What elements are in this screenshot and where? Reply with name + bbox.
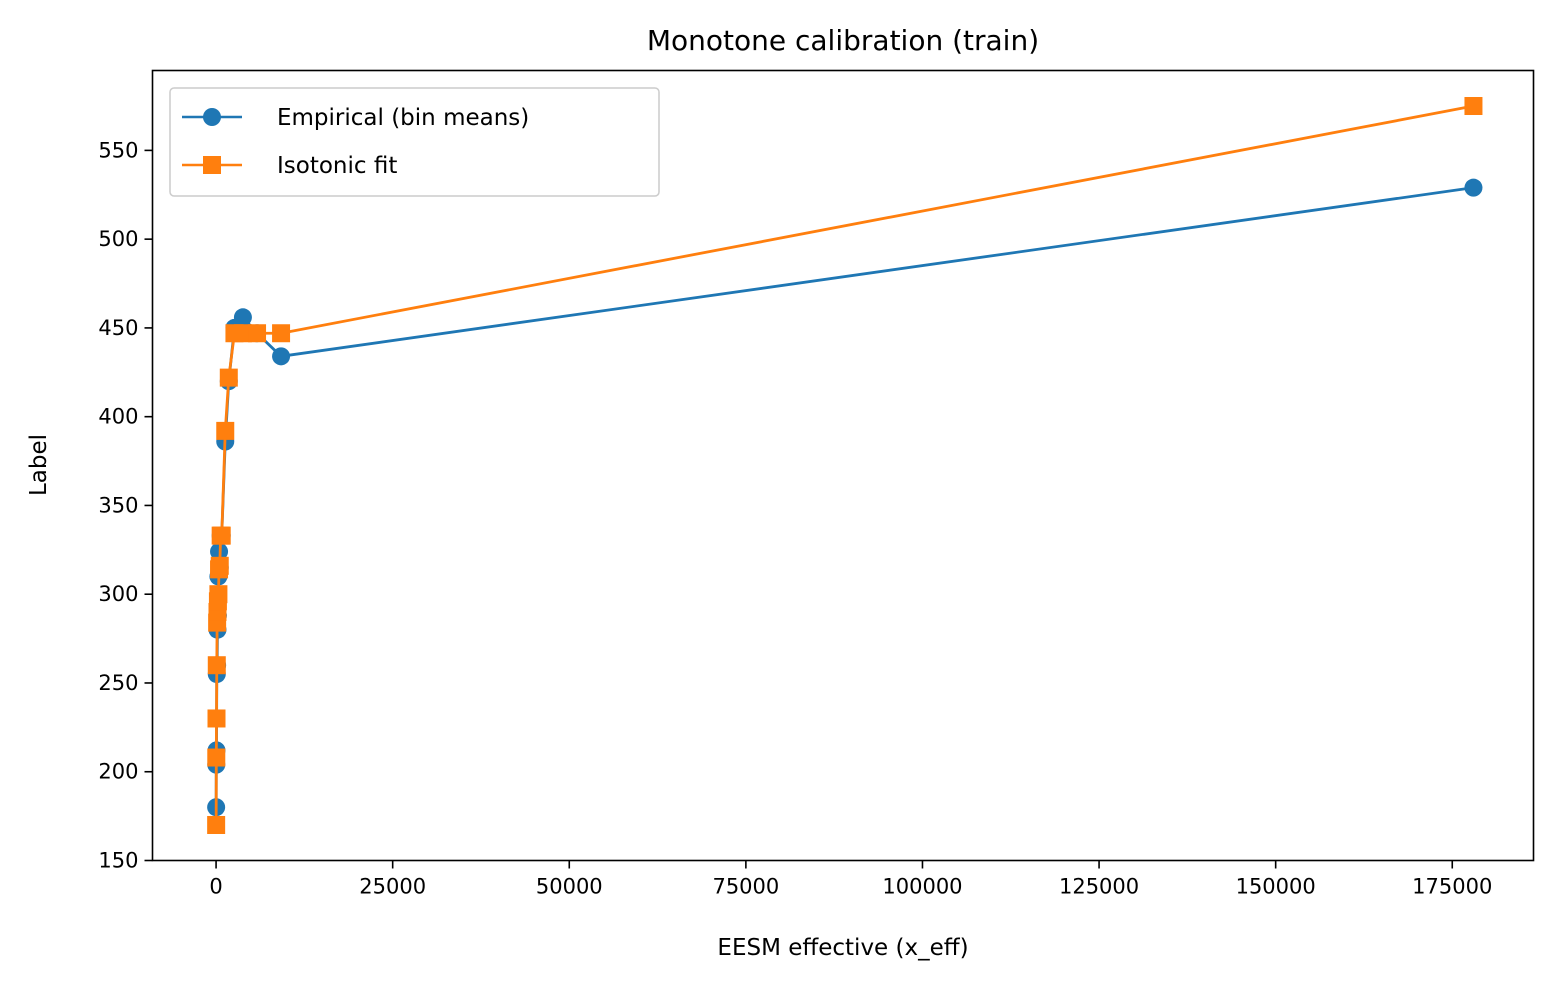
y-tick-label: 250 xyxy=(98,671,138,695)
y-tick-label: 300 xyxy=(98,582,138,606)
x-tick-label: 0 xyxy=(209,875,222,899)
data-point-empirical xyxy=(1464,178,1483,197)
data-point-isotonic xyxy=(216,421,235,440)
legend-marker-empirical xyxy=(203,108,221,126)
y-axis-ticks: 150 200 250 300 350 400 450 500 550 xyxy=(98,138,153,873)
x-axis-title: EESM effective (x_eff) xyxy=(717,935,968,961)
data-point-empirical xyxy=(272,347,291,366)
legend-label-isotonic: Isotonic fit xyxy=(277,153,397,179)
data-point-isotonic xyxy=(209,585,228,604)
x-tick-label: 75000 xyxy=(712,875,779,899)
plot-frame xyxy=(151,69,1535,862)
data-point-isotonic xyxy=(248,324,267,343)
y-tick-label: 150 xyxy=(98,849,138,873)
x-axis-ticks: 0 25000 50000 75000 100000 125000 150000 175000 xyxy=(209,860,1492,899)
legend-frame xyxy=(169,87,660,197)
data-point-isotonic xyxy=(233,324,252,343)
x-tick-label: 100000 xyxy=(882,875,962,899)
legend-label-empirical: Empirical (bin means) xyxy=(277,105,529,131)
y-tick-label: 200 xyxy=(98,760,138,784)
data-point-isotonic xyxy=(212,526,231,545)
data-point-isotonic xyxy=(207,656,226,675)
data-point-isotonic xyxy=(207,709,226,728)
legend-marker-isotonic xyxy=(203,156,221,174)
data-point-isotonic xyxy=(272,324,291,343)
y-axis-title: Label xyxy=(26,434,52,496)
x-tick-label: 125000 xyxy=(1059,875,1139,899)
data-point-isotonic xyxy=(210,556,229,575)
data-point-isotonic xyxy=(219,368,238,387)
data-point-empirical xyxy=(233,308,252,327)
data-point-isotonic xyxy=(1464,97,1483,116)
y-tick-label: 500 xyxy=(98,227,138,251)
y-tick-label: 550 xyxy=(98,138,138,162)
legend: Empirical (bin means) Isotonic fit xyxy=(169,87,660,197)
y-tick-label: 350 xyxy=(98,493,138,517)
data-point-isotonic xyxy=(207,748,226,767)
x-tick-label: 50000 xyxy=(536,875,603,899)
chart-title: Monotone calibration (train) xyxy=(647,24,1039,57)
x-tick-label: 25000 xyxy=(359,875,426,899)
data-point-isotonic xyxy=(207,815,226,834)
plot-series xyxy=(207,97,1483,834)
x-tick-label: 175000 xyxy=(1412,875,1492,899)
y-tick-label: 400 xyxy=(98,405,138,429)
y-tick-label: 450 xyxy=(98,316,138,340)
x-tick-label: 150000 xyxy=(1236,875,1316,899)
